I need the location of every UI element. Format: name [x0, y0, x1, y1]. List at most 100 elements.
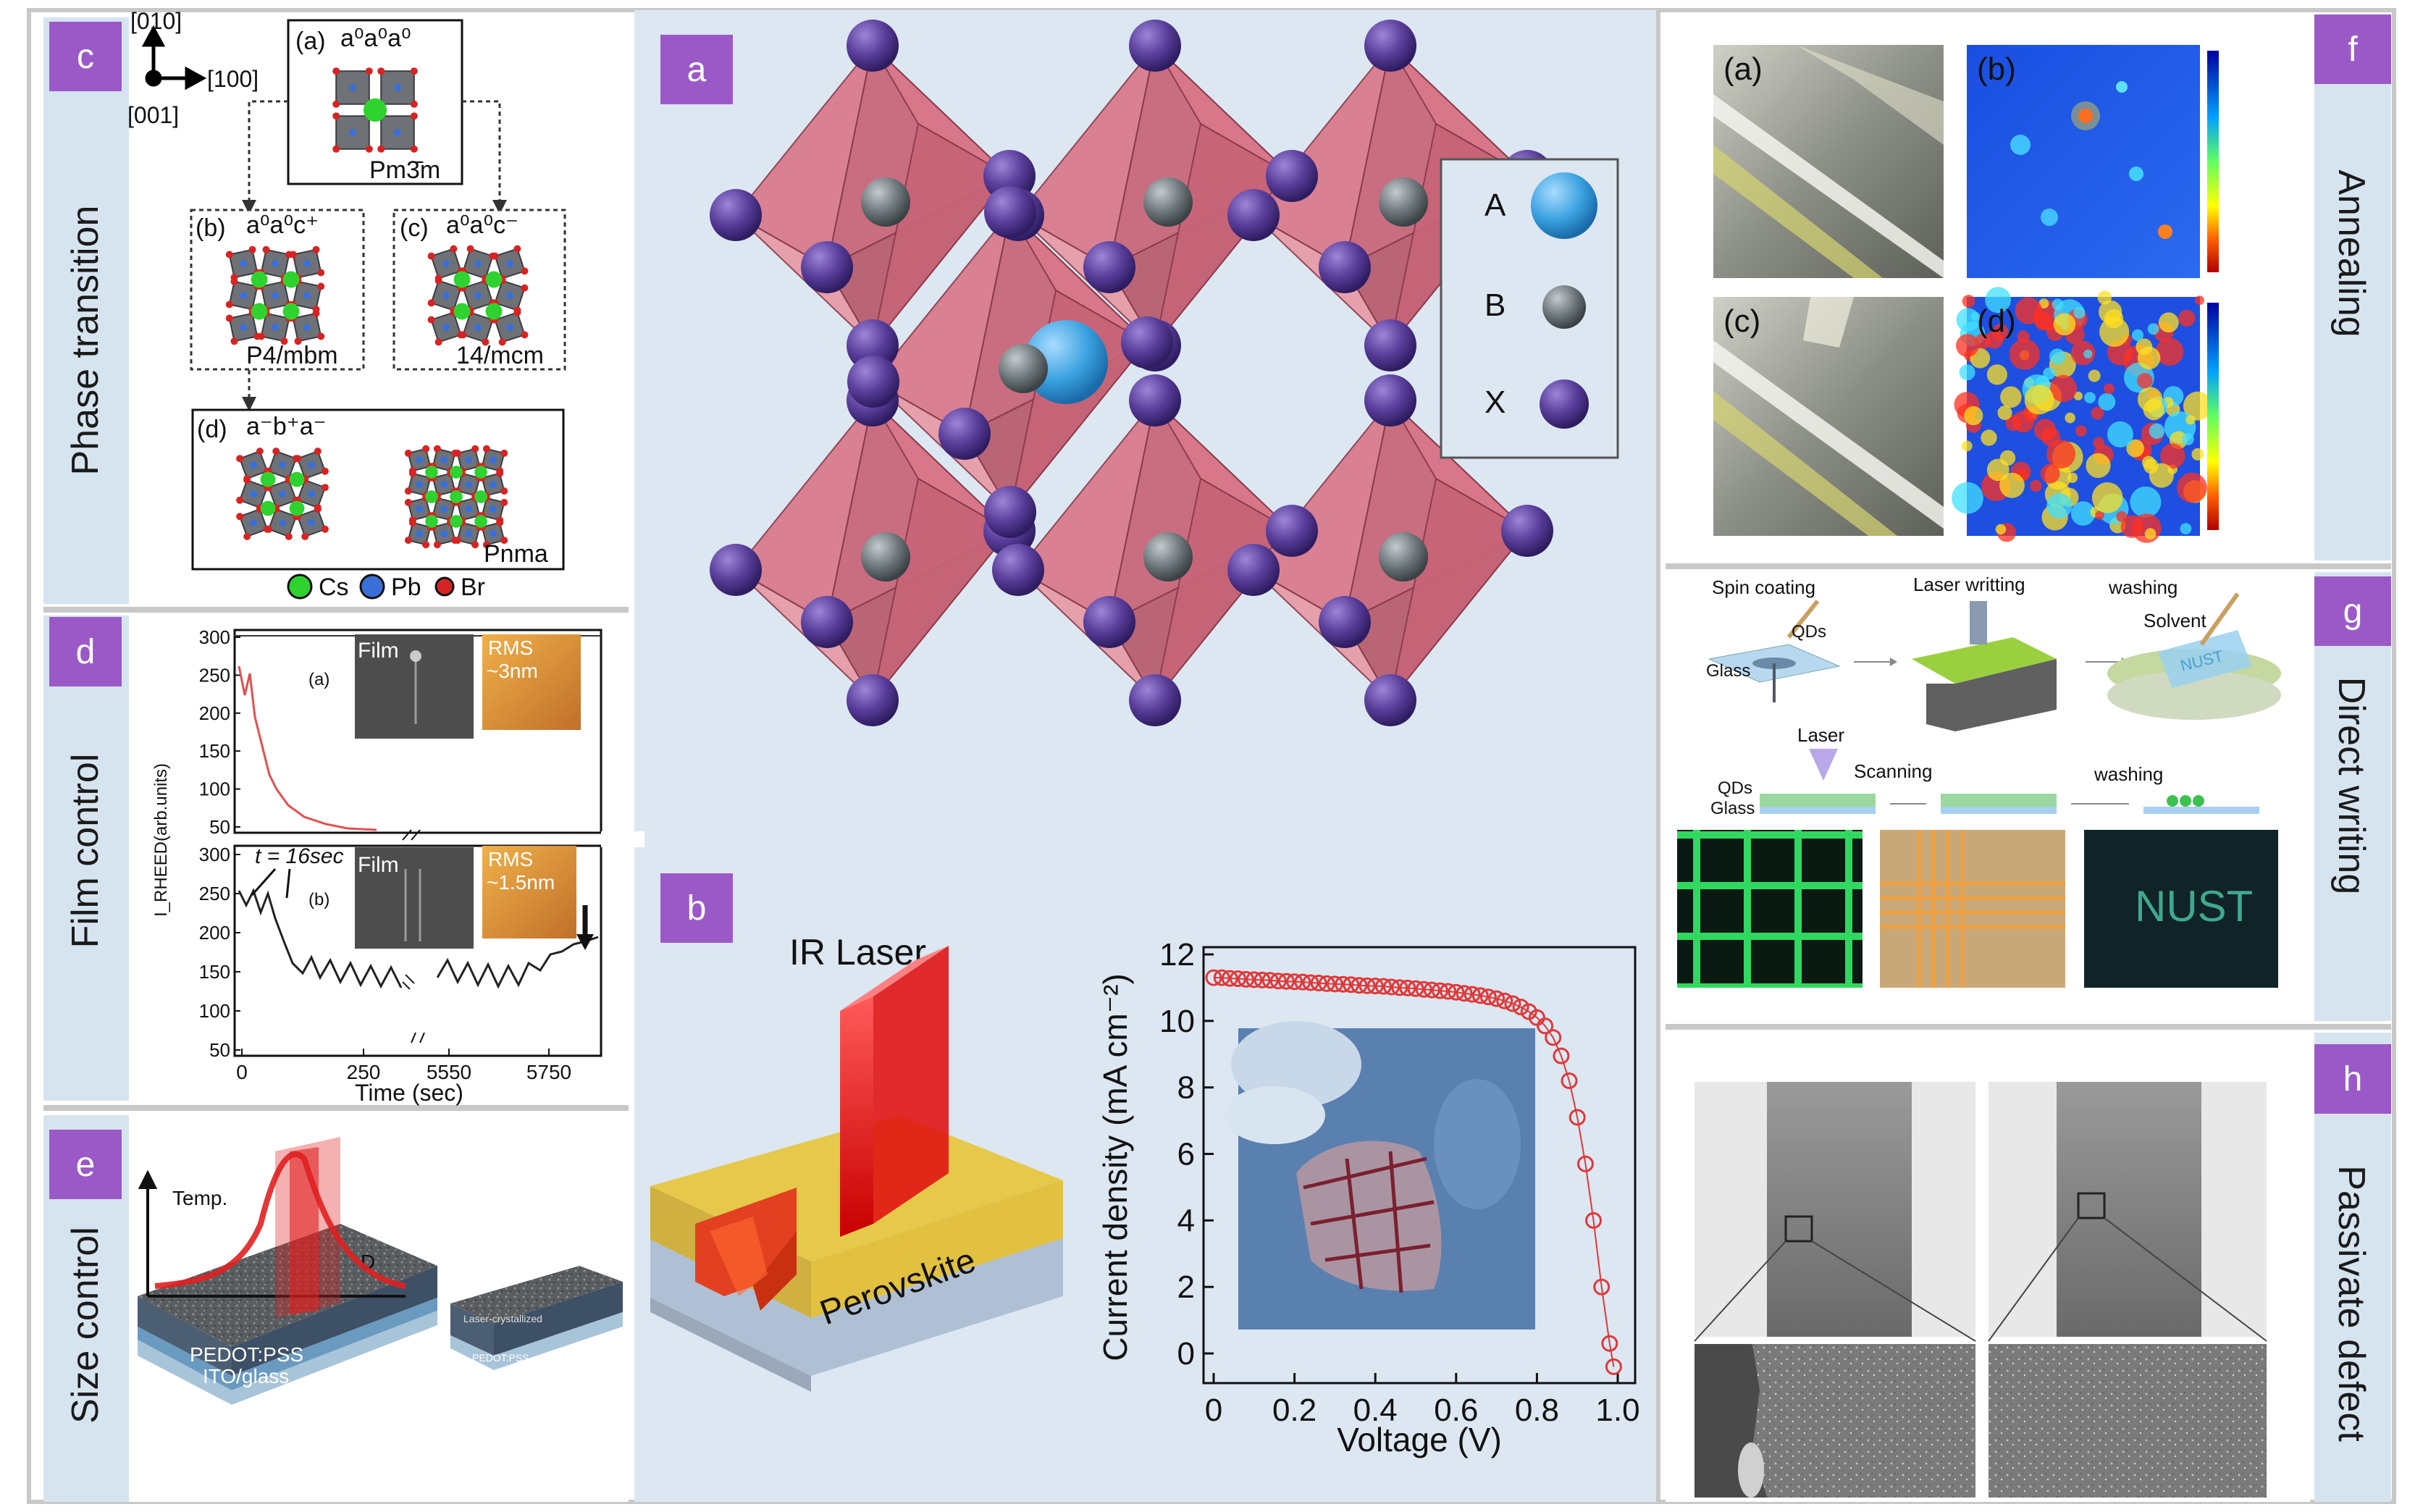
jv-point — [1399, 979, 1416, 996]
film-xtick: 5550 — [427, 1061, 471, 1083]
tag-d: d — [49, 617, 122, 686]
jv-xtick: 0.2 — [1272, 1393, 1317, 1428]
jv-point — [1359, 977, 1376, 994]
atom-legend: Cs Pb Br — [287, 574, 485, 601]
a-site-atom — [1024, 320, 1108, 404]
sem-image-d — [1989, 1344, 2267, 1498]
size-control-panel: Temp. D PEDOT:PSS ITO/glass Laser-crysta… — [138, 1137, 623, 1405]
jv-ytick: 4 — [1177, 1203, 1195, 1238]
phase-box-b-tilt: a⁰a⁰c⁺ — [246, 211, 319, 239]
washing-label-1: washing — [2108, 576, 2178, 598]
jv-point — [1318, 975, 1335, 992]
nust-label: NUST — [2135, 882, 2253, 931]
svg-text:(c): (c) — [1723, 303, 1760, 339]
anneal-image-a: (a) — [1713, 45, 1944, 278]
jv-ytick: 6 — [1177, 1137, 1195, 1172]
afm-image-a — [482, 634, 581, 730]
svg-text:Br: Br — [461, 574, 485, 601]
jv-xtick: 0.6 — [1434, 1393, 1478, 1428]
film-top-ytick: 300 — [199, 626, 230, 648]
jv-ytick: 2 — [1177, 1269, 1195, 1305]
film-bot-ytick: 300 — [199, 844, 230, 865]
jv-point — [1269, 973, 1287, 990]
washing-label-2: washing — [2094, 763, 2163, 785]
phase-box-c-label: (c) — [400, 214, 429, 242]
orange-lines-image — [1880, 830, 2065, 988]
laser-crystallized-label: Laser-crystallized — [463, 1313, 542, 1324]
crystal-tetragonal-b — [225, 245, 325, 345]
jv-point — [1512, 999, 1529, 1016]
film-bot-ytick: 250 — [199, 883, 230, 904]
jv-ylabel: Current density (mA cm⁻²) — [1096, 973, 1134, 1361]
jv-point — [1479, 988, 1497, 1006]
crystal-orthorhombic-2 — [404, 445, 508, 549]
pedot-small-label: PEDOT:PSS — [472, 1352, 529, 1364]
jv-point — [1407, 980, 1424, 997]
rheed-curve-b — [238, 888, 599, 989]
tag-f: f — [2314, 14, 2391, 84]
jv-point — [1488, 990, 1506, 1007]
nust-image — [2084, 830, 2278, 988]
tag-c: c — [49, 22, 122, 91]
tag-a: a — [660, 35, 733, 104]
jv-point — [1302, 974, 1319, 991]
passivate-defect-panel — [1694, 1082, 2267, 1498]
svg-text:c: c — [77, 38, 94, 76]
svg-text:(b): (b) — [1977, 51, 2016, 87]
phase-transition-panel: [010] [100] [001] (a) a⁰a⁰a⁰ Pm3̄m (b) a… — [127, 8, 566, 601]
tag-e: e — [49, 1130, 122, 1199]
phase-box-c-tilt: a⁰a⁰c⁻ — [446, 211, 518, 239]
svg-text:Pb: Pb — [391, 574, 421, 601]
jv-point — [1238, 970, 1255, 988]
jv-point — [1221, 970, 1238, 987]
phase-box-a-label: (a) — [295, 28, 326, 55]
jv-xtick: 0.8 — [1515, 1393, 1559, 1428]
ito-label: ITO/glass — [203, 1365, 289, 1387]
axis-010-label: [010] — [130, 8, 182, 34]
jv-point — [1277, 973, 1295, 990]
film-top-ytick: 200 — [199, 702, 230, 724]
afm-image-b — [482, 846, 576, 938]
svg-text:b: b — [687, 889, 707, 928]
rheed-image-b — [355, 847, 474, 949]
section-annealing: Annealing — [2330, 169, 2372, 337]
film-bot-ytick: 100 — [199, 1000, 230, 1022]
film-xtick: 5750 — [526, 1061, 571, 1083]
svg-text:h: h — [2343, 1060, 2363, 1099]
glass-label: Glass — [1706, 661, 1750, 681]
phase-box-d-label: (d) — [197, 416, 227, 443]
jv-point — [1391, 979, 1408, 996]
jv-xtick: 1.0 — [1595, 1393, 1639, 1428]
svg-text:(d): (d) — [1977, 303, 2016, 339]
axis-100-label: [100] — [207, 66, 259, 92]
axis-indicator — [141, 25, 207, 91]
jv-point — [1261, 972, 1279, 989]
film-bot-ytick: 50 — [209, 1039, 230, 1061]
axis-001-label: [001] — [127, 102, 179, 128]
jv-point — [1335, 975, 1352, 993]
crystal-cubic — [332, 67, 418, 153]
jv-point — [1213, 969, 1230, 986]
legend-a-atom — [1531, 172, 1597, 239]
film-bot-ytick: 150 — [199, 961, 230, 983]
svg-text:e: e — [76, 1146, 96, 1184]
film-xlabel: Time (sec) — [355, 1080, 463, 1106]
jv-point — [1440, 983, 1457, 1000]
jv-point — [1383, 978, 1400, 996]
qds-label: QDs — [1792, 622, 1826, 642]
anneal-map-d: (d) — [1952, 287, 2219, 543]
jv-point — [1415, 980, 1432, 998]
film-bot-ytick: 200 — [199, 922, 230, 944]
film-image-a-label: Film — [358, 639, 399, 663]
qds-label-2: QDs — [1718, 778, 1752, 798]
legend-b-atom — [1542, 285, 1586, 329]
jv-point — [1585, 1211, 1602, 1229]
section-size-control: Size control — [64, 1227, 106, 1424]
phase-box-d-group: Pnma — [484, 540, 548, 568]
jv-xtick: 0.4 — [1353, 1393, 1398, 1428]
section-phase-transition: Phase transition — [64, 206, 106, 476]
film-ylabel: I_RHEED(arb.units) — [151, 763, 171, 917]
jv-xlabel: Voltage (V) — [1337, 1421, 1502, 1458]
section-direct-writing: Direct writing — [2330, 677, 2372, 895]
